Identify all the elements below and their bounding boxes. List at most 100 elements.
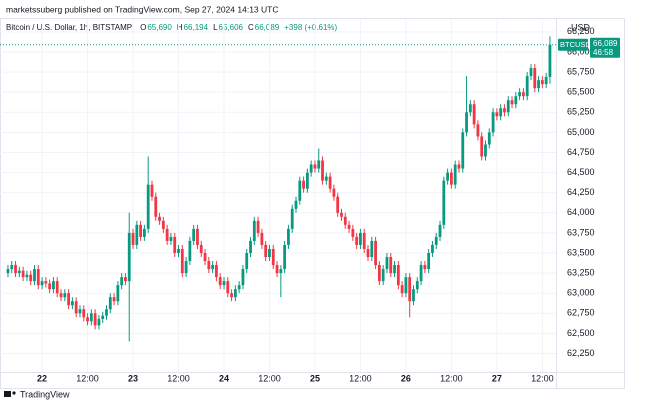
x-tick-label: 27 <box>492 373 502 383</box>
candle-body <box>180 248 184 274</box>
y-tick-label: 63,500 <box>567 247 595 257</box>
x-tick-label: 12:00 <box>258 373 281 383</box>
x-tick-label: 23 <box>128 373 138 383</box>
candle-body <box>302 180 305 189</box>
candle-body <box>237 285 241 290</box>
candle-body <box>70 301 74 306</box>
candle-body <box>533 68 537 89</box>
candle-body <box>537 80 540 89</box>
candle-body <box>343 216 347 225</box>
price-tag-value: 66,089 <box>593 39 618 48</box>
candle-body <box>124 277 127 282</box>
candle-body <box>453 164 457 185</box>
candle-body <box>245 252 249 270</box>
candle-body <box>249 240 252 253</box>
candle-body <box>36 269 40 286</box>
candle-body <box>230 293 233 298</box>
y-tick-label: 64,500 <box>567 167 595 177</box>
x-tick-label: 12:00 <box>76 373 99 383</box>
candle-body <box>108 297 112 310</box>
candle-body <box>461 132 465 169</box>
candle-body <box>332 188 336 197</box>
candle-body <box>52 281 55 290</box>
candle-body <box>491 112 495 133</box>
candle-body <box>256 220 260 233</box>
candle-body <box>389 257 393 274</box>
candle-body <box>127 232 131 282</box>
candle-body <box>283 244 287 270</box>
legend-key: O <box>140 23 146 32</box>
candle-body <box>366 248 370 258</box>
candle-body <box>264 244 268 258</box>
candle-body <box>476 124 480 137</box>
x-tick-label: 22 <box>37 373 47 383</box>
candle-body <box>544 76 548 85</box>
candle-body <box>381 269 385 282</box>
candle-body <box>154 196 158 217</box>
candle-body <box>434 236 438 245</box>
candle-body <box>484 144 487 157</box>
candle-body <box>215 265 218 278</box>
candle-body <box>21 270 25 278</box>
candle-body <box>377 265 381 282</box>
x-tick-label: 12:00 <box>167 373 190 383</box>
candle-body <box>97 318 101 326</box>
candle-body <box>506 100 510 113</box>
y-tick-label: 66,000 <box>567 46 595 56</box>
legend-key: C <box>248 23 254 32</box>
candle-body <box>63 293 67 298</box>
y-tick-label: 63,250 <box>567 267 595 277</box>
candle-body <box>93 313 97 326</box>
candle-body <box>290 208 294 229</box>
legend-key: L <box>213 23 218 32</box>
candle-body <box>324 176 328 181</box>
candle-body <box>446 172 450 181</box>
candle-body <box>522 92 525 97</box>
x-tick-label: 12:00 <box>440 373 463 383</box>
chart-title: Bitcoin / U.S. Dollar, 1h, BITSTAMP <box>6 23 132 32</box>
candle-body <box>355 236 359 245</box>
candle-body <box>419 265 423 282</box>
candle-body <box>359 232 362 245</box>
candle-body <box>29 274 33 282</box>
candle-body <box>10 265 14 270</box>
legend-change: +398 (+0.61%) <box>284 23 337 32</box>
candle-body <box>438 224 442 237</box>
candle-body <box>465 112 468 133</box>
symbol-tag <box>558 38 588 51</box>
currency: USD <box>571 22 591 32</box>
candle-body <box>74 301 78 314</box>
y-tick-label: 63,000 <box>567 288 595 298</box>
candle-body <box>226 281 230 294</box>
candle-body <box>449 172 453 185</box>
candle-body <box>525 76 529 97</box>
candle-body <box>271 248 275 266</box>
candle-body <box>89 313 93 322</box>
candle-body <box>518 92 522 97</box>
candle-body <box>17 270 21 274</box>
candles <box>6 36 552 342</box>
y-tick-label: 64,750 <box>567 147 595 157</box>
candle-body <box>252 220 256 241</box>
y-tick-label: 66,250 <box>567 26 595 36</box>
candle-body <box>25 274 29 278</box>
candle-body <box>78 309 82 314</box>
candle-body <box>548 44 552 77</box>
candle-body <box>199 244 203 253</box>
candle-body <box>222 281 226 286</box>
candle-body <box>495 112 499 117</box>
candle-body <box>82 309 86 318</box>
candle-body <box>131 232 135 245</box>
y-tick-label: 65,250 <box>567 107 595 117</box>
candle-body <box>203 252 207 262</box>
candle-body <box>184 261 188 274</box>
candle-body <box>385 257 389 270</box>
y-tick-label: 65,750 <box>567 66 595 76</box>
candle-body <box>268 248 271 258</box>
candle-body <box>370 240 374 258</box>
x-tick-label: 25 <box>310 373 320 383</box>
candle-body <box>67 293 70 306</box>
candle-body <box>412 289 415 302</box>
y-tick-label: 62,250 <box>567 348 595 358</box>
x-tick-label: 12:00 <box>349 373 372 383</box>
